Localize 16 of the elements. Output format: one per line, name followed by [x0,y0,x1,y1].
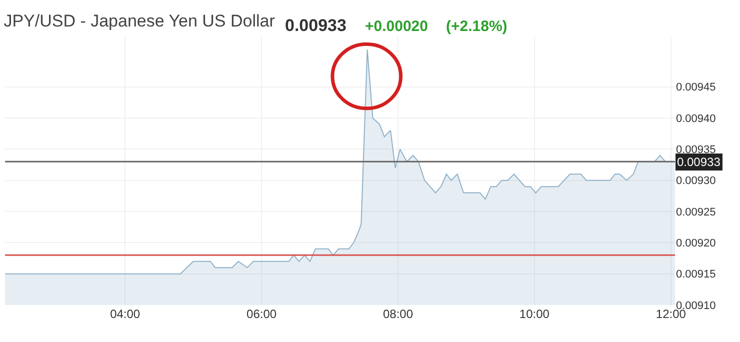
ref-line-label: 0.00933 [677,155,721,169]
y-tick-label: 0.00915 [676,268,716,281]
x-tick-label: 10:00 [519,307,550,321]
y-tick-label: 0.00935 [676,144,716,156]
y-tick-label: 0.00945 [676,82,716,94]
text: 0.00933 [285,16,346,35]
chart-title: JPY/USD - Japanese Yen US Dollar [4,11,276,30]
y-tick-label: 0.00940 [676,112,716,125]
x-tick-label: 08:00 [382,307,414,321]
x-tick-label: 06:00 [246,307,277,321]
y-tick-label: 0.00920 [676,238,716,250]
y-tick-label: 0.00925 [676,206,716,218]
text: +0.00020 [365,18,428,35]
x-tick-label: 04:00 [110,307,140,321]
y-tick-label: 0.00930 [676,175,716,188]
text: (+2.18%) [446,18,508,35]
